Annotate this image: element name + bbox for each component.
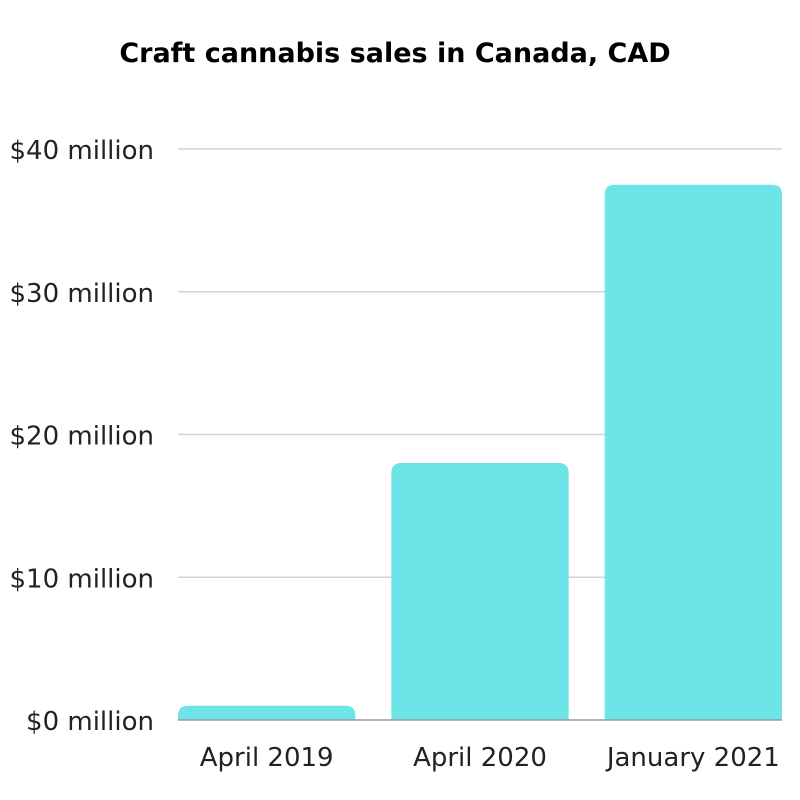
- x-tick-label: April 2019: [200, 743, 334, 773]
- y-tick-label: $30 million: [10, 279, 155, 309]
- bar: [391, 463, 569, 720]
- x-tick-label: January 2021: [605, 743, 780, 773]
- y-tick-label: $20 million: [10, 422, 155, 452]
- chart-title: Craft cannabis sales in Canada, CAD: [119, 38, 671, 69]
- y-tick-label: $40 million: [10, 136, 155, 166]
- bar: [604, 184, 782, 720]
- bar: [178, 705, 356, 720]
- x-axis-category-labels: April 2019 April 2020 January 2021: [200, 743, 780, 773]
- y-tick-label: $10 million: [10, 564, 155, 594]
- bars: [178, 184, 782, 720]
- y-tick-label: $0 million: [26, 707, 154, 737]
- x-tick-label: April 2020: [413, 743, 547, 773]
- y-axis-tick-labels: $0 million $10 million $20 million $30 mill…: [10, 136, 155, 737]
